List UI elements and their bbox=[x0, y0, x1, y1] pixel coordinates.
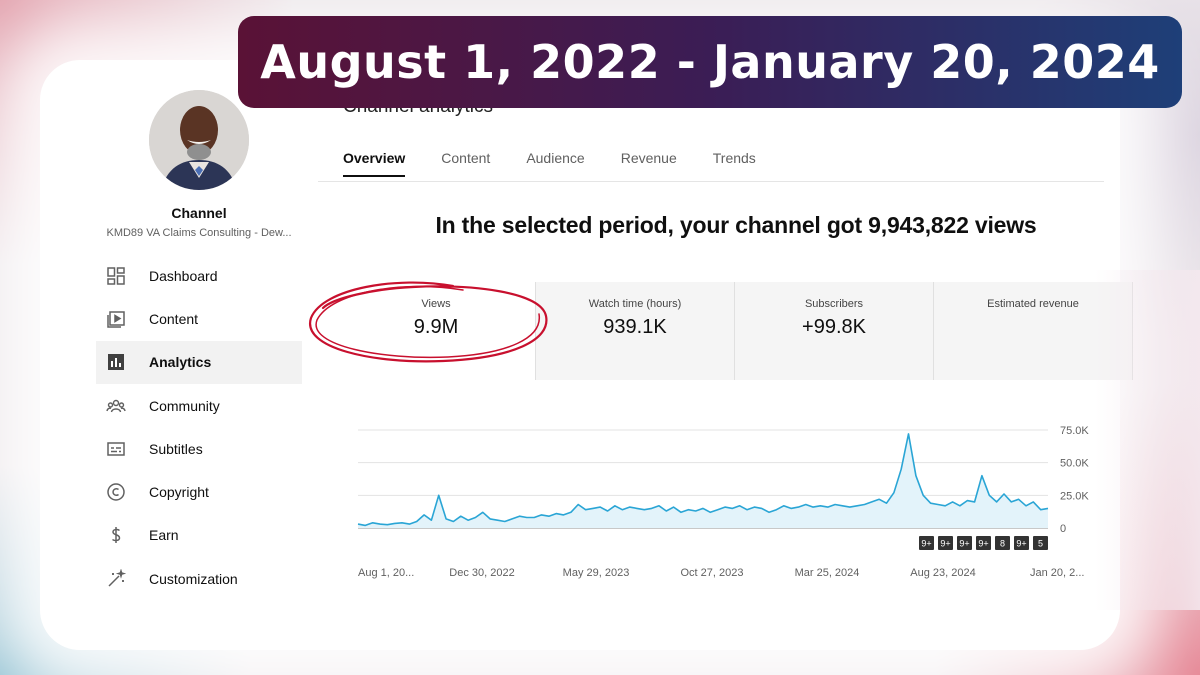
metric-card-estimated-revenue[interactable]: Estimated revenue bbox=[934, 282, 1133, 380]
annotation-badge-label: 9+ bbox=[959, 539, 969, 549]
tab-revenue[interactable]: Revenue bbox=[620, 150, 677, 166]
annotation-badge[interactable] bbox=[957, 536, 972, 550]
analytics-tabs: Overview Content Audience Revenue Trends bbox=[343, 150, 792, 177]
sidebar-item-label: Customization bbox=[149, 570, 238, 587]
metric-cards: Views 9.9M Watch time (hours) 939.1K Sub… bbox=[337, 282, 1137, 380]
metric-label: Estimated revenue bbox=[987, 298, 1079, 310]
sidebar-item-label: Analytics bbox=[149, 354, 212, 371]
x-tick-label: Aug 1, 20... bbox=[358, 567, 414, 579]
avatar[interactable] bbox=[149, 90, 249, 190]
sidebar-item-label: Earn bbox=[149, 527, 179, 544]
tabs-divider bbox=[318, 181, 1104, 182]
y-tick-label: 0 bbox=[1060, 523, 1066, 535]
x-tick-label: Dec 30, 2022 bbox=[449, 567, 514, 579]
sidebar-item-label: Content bbox=[149, 310, 199, 327]
subtitles-icon bbox=[106, 439, 126, 459]
earn-icon bbox=[106, 525, 126, 545]
sidebar-item-dashboard[interactable]: Dashboard bbox=[96, 254, 302, 297]
sidebar-item-label: Dashboard bbox=[149, 267, 218, 284]
sidebar-item-analytics[interactable]: Analytics bbox=[96, 340, 302, 384]
copyright-icon bbox=[106, 482, 126, 502]
annotation-badge[interactable] bbox=[1014, 536, 1029, 550]
metric-label: Watch time (hours) bbox=[588, 298, 682, 310]
tab-trends[interactable]: Trends bbox=[712, 150, 756, 166]
metric-label: Subscribers bbox=[804, 298, 864, 310]
x-tick-label: Oct 27, 2023 bbox=[681, 567, 744, 579]
tab-audience[interactable]: Audience bbox=[526, 150, 585, 166]
metric-label: Views bbox=[421, 298, 451, 310]
sidebar-item-label: Subtitles bbox=[149, 440, 203, 457]
sidebar-item-subtitles[interactable]: Subtitles bbox=[96, 427, 302, 470]
metric-card-subscribers[interactable]: Subscribers +99.8K bbox=[735, 282, 934, 380]
dashboard-icon bbox=[106, 266, 126, 286]
sidebar-item-label: Copyright bbox=[149, 484, 209, 501]
community-icon bbox=[106, 396, 126, 416]
channel-name[interactable]: KMD89 VA Claims Consulting - Dew... bbox=[106, 227, 292, 239]
annotation-badge[interactable] bbox=[938, 536, 953, 550]
annotation-badge-label: 8 bbox=[1000, 539, 1005, 549]
metric-value: +99.8K bbox=[802, 316, 866, 338]
sidebar-item-copyright[interactable]: Copyright bbox=[96, 470, 302, 513]
sidebar-item-customization[interactable]: Customization bbox=[96, 557, 302, 600]
x-tick-label: May 29, 2023 bbox=[563, 567, 630, 579]
date-range-banner: August 1, 2022 - January 20, 2024 bbox=[238, 16, 1182, 108]
sidebar-item-label: Community bbox=[149, 397, 220, 414]
annotation-badge-label: 9+ bbox=[978, 539, 988, 549]
views-line-chart[interactable]: 75.0K 50.0K 25.0K 0 9+ 9+ 9+ 9+ 8 9+ 5 Aug 1, 20...… bbox=[350, 418, 1110, 588]
views-area bbox=[358, 433, 1048, 528]
annotation-badge[interactable] bbox=[1033, 536, 1048, 550]
sidebar-item-community[interactable]: Community bbox=[96, 384, 302, 427]
channel-label: Channel bbox=[171, 205, 227, 221]
annotation-badge[interactable] bbox=[976, 536, 991, 550]
tab-overview[interactable]: Overview bbox=[343, 150, 406, 177]
metric-value: 939.1K bbox=[603, 316, 667, 338]
annotation-badge-label: 5 bbox=[1038, 539, 1043, 549]
annotation-badge[interactable] bbox=[919, 536, 934, 550]
metric-value: 9.9M bbox=[413, 316, 459, 338]
analytics-icon bbox=[106, 352, 126, 372]
sidebar-nav: Dashboard Content Analytics Community Su… bbox=[96, 254, 302, 600]
tab-content[interactable]: Content bbox=[441, 150, 491, 166]
y-tick-label: 25.0K bbox=[1060, 490, 1089, 502]
y-tick-label: 50.0K bbox=[1060, 458, 1089, 470]
content-icon bbox=[106, 309, 126, 329]
x-tick-label: Jan 20, 2... bbox=[1030, 567, 1084, 579]
customization-icon bbox=[106, 568, 126, 589]
views-series-line bbox=[357, 433, 1049, 527]
x-tick-label: Mar 25, 2024 bbox=[795, 567, 860, 579]
annotation-badge-label: 9+ bbox=[921, 539, 931, 549]
annotation-badge-label: 9+ bbox=[1016, 539, 1026, 549]
summary-headline: In the selected period, your channel got… bbox=[435, 212, 1037, 238]
sidebar-item-content[interactable]: Content bbox=[96, 297, 302, 340]
x-tick-label: Aug 23, 2024 bbox=[910, 567, 975, 579]
y-tick-label: 75.0K bbox=[1060, 425, 1089, 437]
metric-card-watch-time[interactable]: Watch time (hours) 939.1K bbox=[536, 282, 735, 380]
avatar-image bbox=[149, 90, 249, 190]
annotation-badge-label: 9+ bbox=[940, 539, 950, 549]
sidebar-item-earn[interactable]: Earn bbox=[96, 514, 302, 557]
annotation-badge[interactable] bbox=[995, 536, 1010, 550]
metric-card-views[interactable]: Views 9.9M bbox=[337, 282, 536, 380]
